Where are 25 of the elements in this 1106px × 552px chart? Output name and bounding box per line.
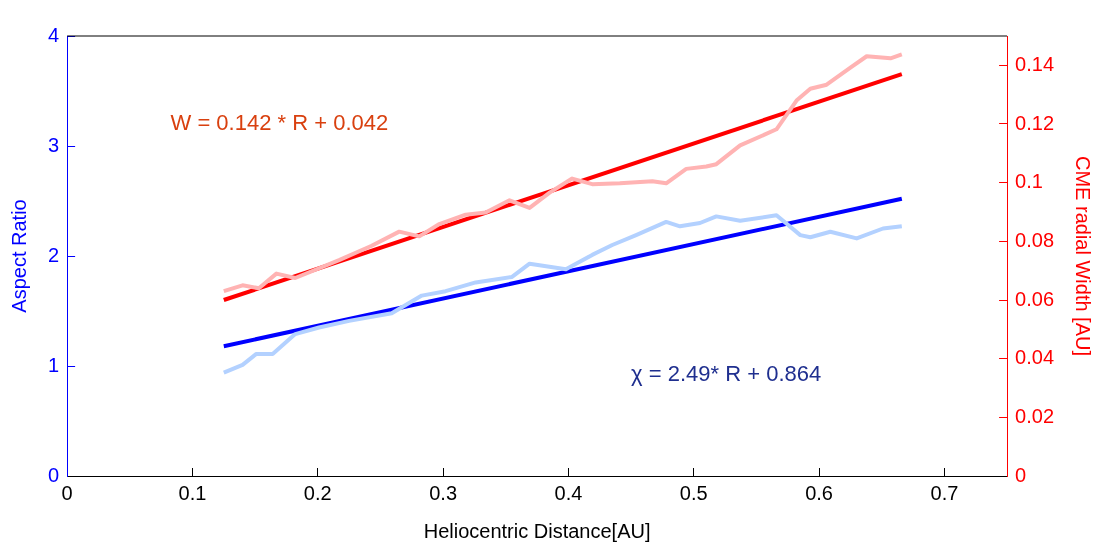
y2-tick-label: 0.04 (1015, 346, 1055, 369)
x-tick-label: 0.1 (178, 481, 207, 504)
y2-tick-label: 0.14 (1015, 52, 1055, 75)
y2-axis-title: CME radial Width [AU] (1072, 155, 1095, 357)
y2-tick-label: 0.12 (1015, 111, 1055, 134)
y-tick-label: 1 (48, 353, 60, 376)
y2-tick-label: 0.1 (1015, 170, 1043, 193)
x-tick-label: 0.7 (930, 481, 959, 504)
x-tick-label: 0.6 (805, 481, 833, 504)
y2-tick-label: 0 (1015, 463, 1027, 486)
annotation: χ = 2.49* R + 0.864 (631, 360, 822, 386)
y-tick-label: 2 (48, 243, 60, 266)
y2-tick-label: 0.02 (1015, 404, 1055, 427)
x-tick-label: 0.3 (429, 481, 458, 504)
y-tick-label: 4 (48, 23, 60, 46)
annotation: W = 0.142 * R + 0.042 (170, 110, 389, 136)
y-axis-title: Aspect Ratio (7, 199, 30, 313)
y-tick-label: 3 (48, 133, 60, 156)
x-axis-title: Heliocentric Distance[AU] (423, 519, 651, 542)
x-tick-label: 0.2 (303, 481, 332, 504)
y2-tick-label: 0.08 (1015, 228, 1055, 251)
x-tick-label: 0.5 (679, 481, 708, 504)
y-tick-label: 0 (48, 463, 60, 486)
y2-tick-label: 0.06 (1015, 287, 1055, 310)
x-tick-label: 0.4 (554, 481, 583, 504)
